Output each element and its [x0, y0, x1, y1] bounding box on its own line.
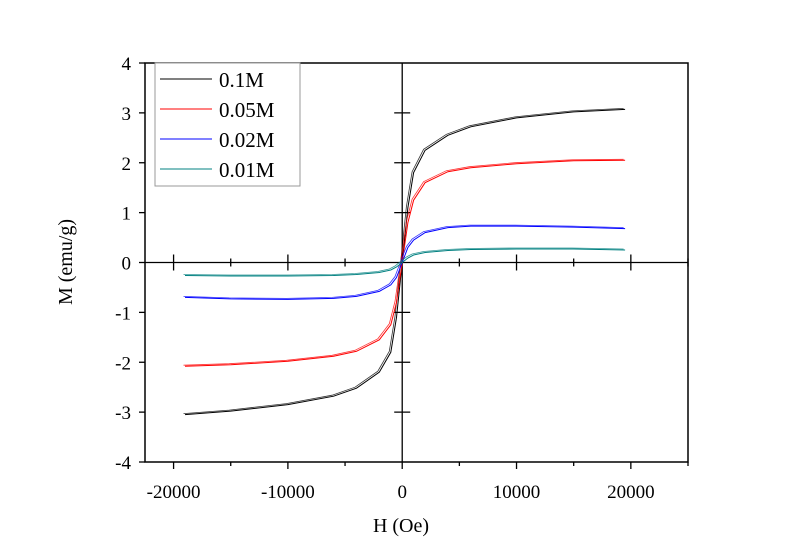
- y-tick-label: 0: [122, 254, 132, 275]
- plot-frame: [144, 62, 689, 463]
- y-tick-label: 3: [122, 104, 132, 125]
- y-tick-label: -1: [115, 303, 131, 324]
- y-axis-label: M (emu/g): [55, 219, 77, 305]
- legend-label: 0.01M: [219, 158, 275, 182]
- series-line-0.01M: [184, 248, 626, 277]
- legend-box: [154, 62, 301, 187]
- legend: 0.1M 0.05M 0.02M 0.01M: [154, 62, 301, 187]
- series-line-0.05M: [184, 159, 626, 367]
- x-tick-label: -20000: [147, 482, 201, 503]
- legend-label: 0.05M: [219, 98, 275, 122]
- x-tick-label: -10000: [261, 482, 315, 503]
- series-branch-0.01M: [183, 247, 624, 276]
- y-tick-label: -2: [115, 353, 131, 374]
- x-tick-label: 0: [397, 482, 407, 503]
- y-tick-label: 2: [122, 154, 132, 175]
- legend-label: 0.02M: [219, 128, 275, 152]
- x-axis-label: H (Oe): [373, 515, 429, 537]
- series-group: [183, 108, 626, 416]
- x-tick-label: 20000: [607, 482, 655, 503]
- y-tick-label: 1: [122, 204, 132, 225]
- y-tick-label: -3: [115, 403, 131, 424]
- axis-ticks: -4 -3 -2 -1 0 1 2 3 4 -20000 -10000 0 10000 20000: [115, 54, 689, 503]
- y-tick-label: -4: [115, 453, 131, 474]
- legend-label: 0.1M: [219, 68, 264, 92]
- y-tick-label: 4: [122, 54, 132, 75]
- x-tick-label: 10000: [493, 482, 541, 503]
